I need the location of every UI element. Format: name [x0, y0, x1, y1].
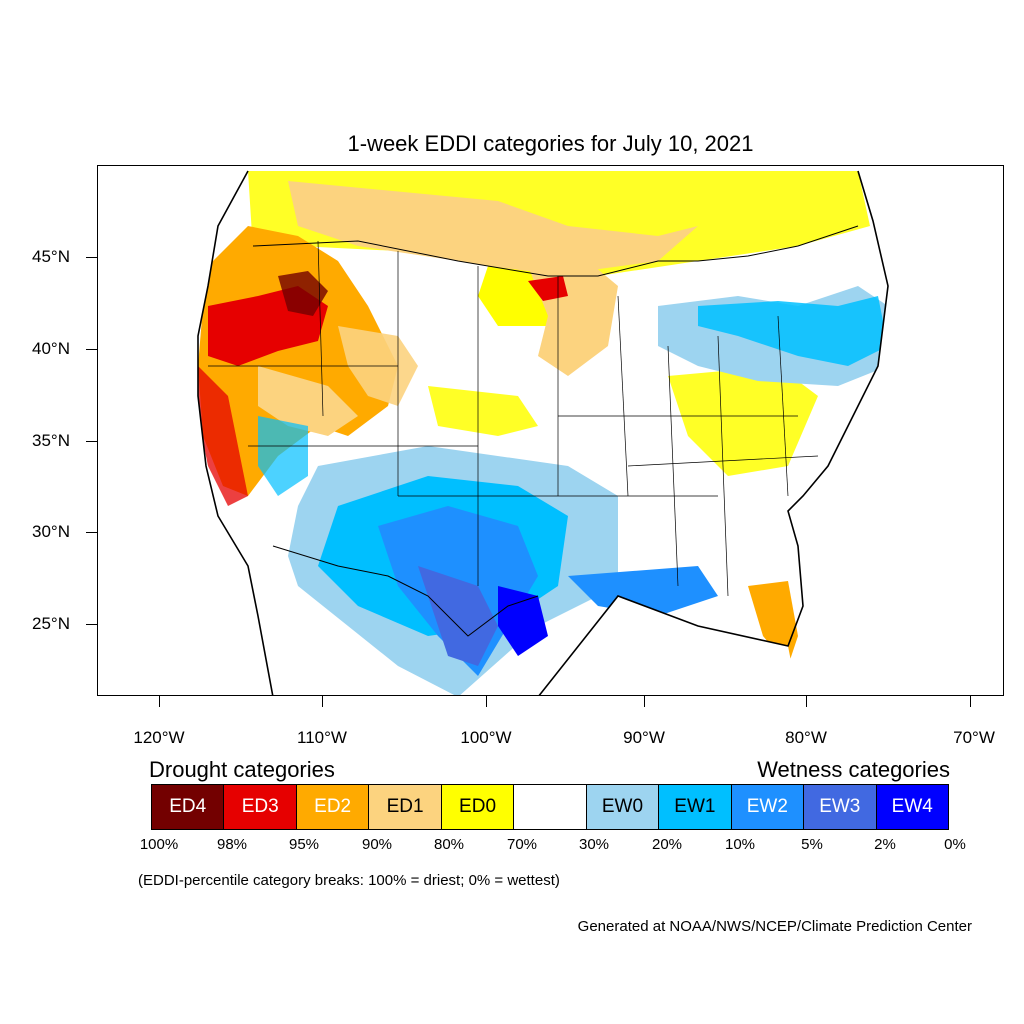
region-plains-yellow	[428, 386, 538, 436]
us-mexico-border	[272, 545, 539, 637]
lat-label-25n: 25°N	[32, 614, 70, 633]
legend-swatch-ew1: EW1	[659, 785, 732, 829]
region-pacific-northwest	[198, 226, 398, 496]
region-ohio-valley-yellow	[668, 366, 818, 476]
region-california-coast	[198, 366, 248, 506]
break-label: 30%	[578, 836, 610, 853]
lon-tick	[159, 696, 160, 707]
break-label: 2%	[874, 836, 896, 853]
break-label: 0%	[944, 836, 966, 853]
region-canada-tan	[288, 181, 698, 276]
lon-tick	[970, 696, 971, 707]
lat-tick	[86, 349, 97, 350]
drought-categories-title: Drought categories	[149, 757, 335, 782]
category-breaks-note: (EDDI-percentile category breaks: 100% =…	[138, 872, 560, 889]
eddi-map	[97, 165, 1004, 696]
ocean-gulf	[539, 596, 798, 695]
break-label: 100%	[139, 836, 179, 853]
region-texas-gulf-ew4	[498, 586, 548, 656]
lat-label-40n: 40°N	[32, 339, 70, 358]
legend-swatch-ew2: EW2	[731, 785, 805, 829]
coastline	[197, 170, 889, 695]
break-label: 80%	[433, 836, 465, 853]
region-gulf-coast-ew2	[568, 566, 718, 616]
legend-swatch-ew3: EW3	[804, 785, 877, 829]
legend-swatch-normal	[514, 785, 587, 829]
ocean-atlantic	[788, 166, 1003, 695]
region-northeast-ew1	[698, 296, 888, 366]
break-label: 90%	[361, 836, 393, 853]
lon-label-90w: 90°W	[623, 728, 665, 747]
ocean-pacific	[98, 166, 273, 695]
lat-label-35n: 35°N	[32, 431, 70, 450]
break-label: 10%	[724, 836, 756, 853]
legend-swatch-ew4: EW4	[876, 785, 948, 829]
break-label: 98%	[216, 836, 248, 853]
lon-label-70w: 70°W	[953, 728, 995, 747]
legend-swatch-ed4: ED4	[152, 785, 225, 829]
lon-label-120w: 120°W	[133, 728, 185, 747]
legend-swatch-ed0: ED0	[441, 785, 515, 829]
break-label: 5%	[801, 836, 823, 853]
legend-swatch-ew0: EW0	[586, 785, 660, 829]
category-legend: ED4 ED3 ED2 ED1 ED0 EW0 EW1 EW2 EW3 EW4	[151, 784, 949, 830]
credit-line: Generated at NOAA/NWS/NCEP/Climate Predi…	[577, 918, 972, 935]
break-label: 70%	[506, 836, 538, 853]
legend-swatch-ed2: ED2	[296, 785, 370, 829]
break-label: 20%	[651, 836, 683, 853]
legend-swatch-ed3: ED3	[224, 785, 297, 829]
region-great-basin-ew1	[258, 416, 308, 496]
lon-label-110w: 110°W	[297, 728, 347, 747]
us-canada-border	[252, 225, 859, 277]
legend-swatch-ed1: ED1	[369, 785, 442, 829]
region-idaho-ed3	[278, 271, 328, 316]
map-svg	[98, 166, 1003, 695]
state-borders	[208, 240, 819, 597]
break-label: 95%	[288, 836, 320, 853]
lon-tick	[806, 696, 807, 707]
map-title: 1-week EDDI categories for July 10, 2021	[347, 131, 754, 156]
lat-tick	[86, 624, 97, 625]
lon-tick	[322, 696, 323, 707]
lat-label-45n: 45°N	[32, 247, 70, 266]
lat-tick	[86, 441, 97, 442]
wetness-categories-title: Wetness categories	[757, 757, 950, 782]
lon-tick	[644, 696, 645, 707]
lon-tick	[486, 696, 487, 707]
region-texas-ew3	[418, 566, 498, 666]
lon-label-100w: 100°W	[460, 728, 512, 747]
lon-label-80w: 80°W	[785, 728, 827, 747]
lat-label-30n: 30°N	[32, 522, 70, 541]
region-nevada-ed1	[258, 366, 358, 436]
lat-tick	[86, 532, 97, 533]
lat-tick	[86, 257, 97, 258]
